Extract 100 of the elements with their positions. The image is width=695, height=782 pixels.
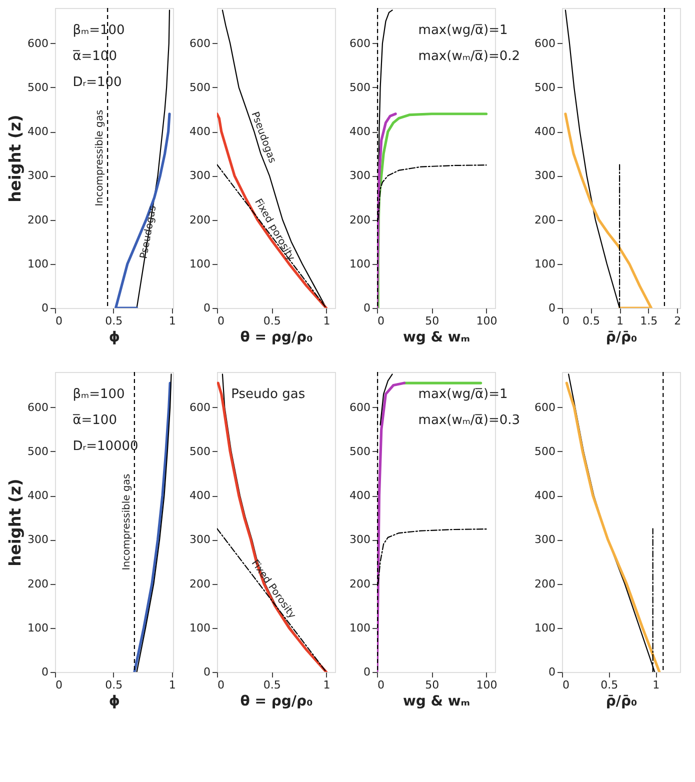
y-tick-label: 500: [28, 444, 48, 458]
x-tick-label: 1: [168, 678, 176, 692]
x-axis-title: wg & wₘ: [402, 694, 470, 710]
annotation: Pseudo gas: [231, 387, 306, 402]
x-axis-title: θ = ρg/ρ₀: [240, 330, 313, 346]
y-tick-label: 200: [534, 577, 556, 590]
x-tick-label: 0: [56, 314, 62, 328]
y-tick-label: 0: [204, 302, 210, 314]
y-tick-label: 600: [190, 400, 210, 414]
x-tick-label: 0.5: [263, 314, 281, 328]
x-tick-label: 0.5: [105, 314, 123, 328]
y-tick-label: 100: [28, 621, 48, 634]
y-tick-label: 200: [534, 213, 556, 226]
y-tick-label: 200: [350, 577, 370, 590]
y-tick-label: 500: [534, 80, 556, 94]
y-tick-label: 500: [350, 80, 370, 94]
x-tick-label: 1: [323, 314, 330, 328]
annotation: α̅=100: [72, 49, 117, 64]
x-tick-label: 0: [56, 678, 62, 692]
annotation: Dᵣ=100: [72, 75, 122, 90]
x-tick-label: 50: [425, 678, 440, 692]
x-axis-title: θ = ρg/ρ₀: [240, 694, 313, 710]
y-tick-label: 100: [190, 621, 210, 634]
y-tick-label: 400: [350, 125, 370, 138]
x-tick-label: 1: [168, 314, 176, 328]
y-tick-label: 300: [350, 169, 370, 182]
x-tick-label: 2: [674, 314, 682, 328]
x-tick-label: 0.5: [105, 678, 123, 692]
x-tick-label: 100: [476, 314, 498, 328]
ref-line-label: Incompressible gas: [94, 110, 106, 206]
y-tick-label: 400: [534, 489, 556, 502]
y-tick-label: 300: [350, 533, 370, 546]
y-tick-label: 400: [190, 489, 210, 502]
ref-line-label: Incompressible gas: [121, 474, 132, 570]
y-tick-label: 300: [28, 533, 48, 546]
x-tick-label: 1.5: [640, 314, 658, 328]
x-tick-label: 0.5: [263, 678, 281, 692]
annotation: max(wₘ/α̅)=0.3: [418, 413, 520, 428]
x-axis-title: wg & wₘ: [402, 330, 470, 346]
y-tick-label: 500: [190, 80, 210, 94]
y-tick-label: 0: [364, 666, 370, 678]
y-tick-label: 100: [350, 621, 370, 634]
y-tick-label: 100: [190, 257, 210, 270]
annotation: α̅=100: [72, 413, 117, 428]
y-tick-label: 300: [28, 169, 48, 182]
y-tick-label: 300: [534, 533, 556, 546]
y-tick-label: 500: [190, 444, 210, 458]
line-series: [564, 112, 653, 308]
y-tick-label: 400: [28, 489, 48, 502]
y-tick-label: 300: [190, 533, 210, 546]
x-tick-label: 100: [476, 678, 498, 692]
y-tick-label: 200: [350, 213, 370, 226]
y-tick-label: 0: [548, 302, 556, 314]
x-tick-label: 0: [218, 314, 224, 328]
x-axis-title: ϕ: [108, 330, 120, 346]
y-tick-label: 400: [28, 125, 48, 138]
x-tick-label: 0.5: [600, 678, 618, 692]
y-tick-label: 200: [190, 577, 210, 590]
y-axis-title: height (z): [6, 114, 25, 202]
y-tick-label: 200: [28, 577, 48, 590]
annotation: max(wg/α̅)=1: [418, 387, 508, 402]
y-tick-label: 600: [350, 36, 370, 50]
y-tick-label: 600: [534, 36, 556, 50]
y-tick-label: 100: [350, 257, 370, 270]
y-tick-label: 100: [534, 257, 556, 270]
y-tick-label: 100: [534, 621, 556, 634]
y-tick-label: 200: [28, 213, 48, 226]
line-series: [114, 112, 171, 308]
annotation: max(wₘ/α̅)=0.2: [418, 49, 520, 64]
x-tick-label: 0.5: [582, 314, 600, 328]
x-axis-title: ρ̄/ρ̄₀: [606, 694, 638, 710]
y-tick-label: 300: [534, 169, 556, 182]
y-tick-label: 300: [190, 169, 210, 182]
y-tick-label: 100: [28, 257, 48, 270]
line-series: [136, 10, 170, 308]
y-tick-label: 400: [534, 125, 556, 138]
y-tick-label: 600: [350, 400, 370, 414]
y-tick-label: 500: [350, 444, 370, 458]
x-tick-label: 1: [616, 314, 624, 328]
annotation: max(wg/α̅)=1: [418, 23, 508, 38]
x-tick-label: 50: [425, 314, 440, 328]
y-tick-label: 0: [42, 302, 48, 314]
y-tick-label: 400: [190, 125, 210, 138]
y-tick-label: 600: [28, 36, 48, 50]
x-tick-label: 0: [378, 678, 384, 692]
x-axis-title: ρ̄/ρ̄₀: [606, 330, 638, 346]
line-series: [217, 112, 328, 308]
y-tick-label: 200: [190, 213, 210, 226]
x-tick-label: 1: [323, 678, 330, 692]
x-tick-label: 1: [652, 678, 660, 692]
y-tick-label: 500: [534, 444, 556, 458]
annotation: βₘ=100: [72, 387, 125, 402]
y-tick-label: 0: [42, 666, 48, 678]
annotation: βₘ=100: [72, 23, 125, 38]
annotation: Pseudogas: [138, 204, 159, 260]
y-tick-label: 600: [534, 400, 556, 414]
y-tick-label: 0: [364, 302, 370, 314]
x-tick-label: 0: [562, 314, 570, 328]
y-tick-label: 500: [28, 80, 48, 94]
x-tick-label: 0: [218, 678, 224, 692]
